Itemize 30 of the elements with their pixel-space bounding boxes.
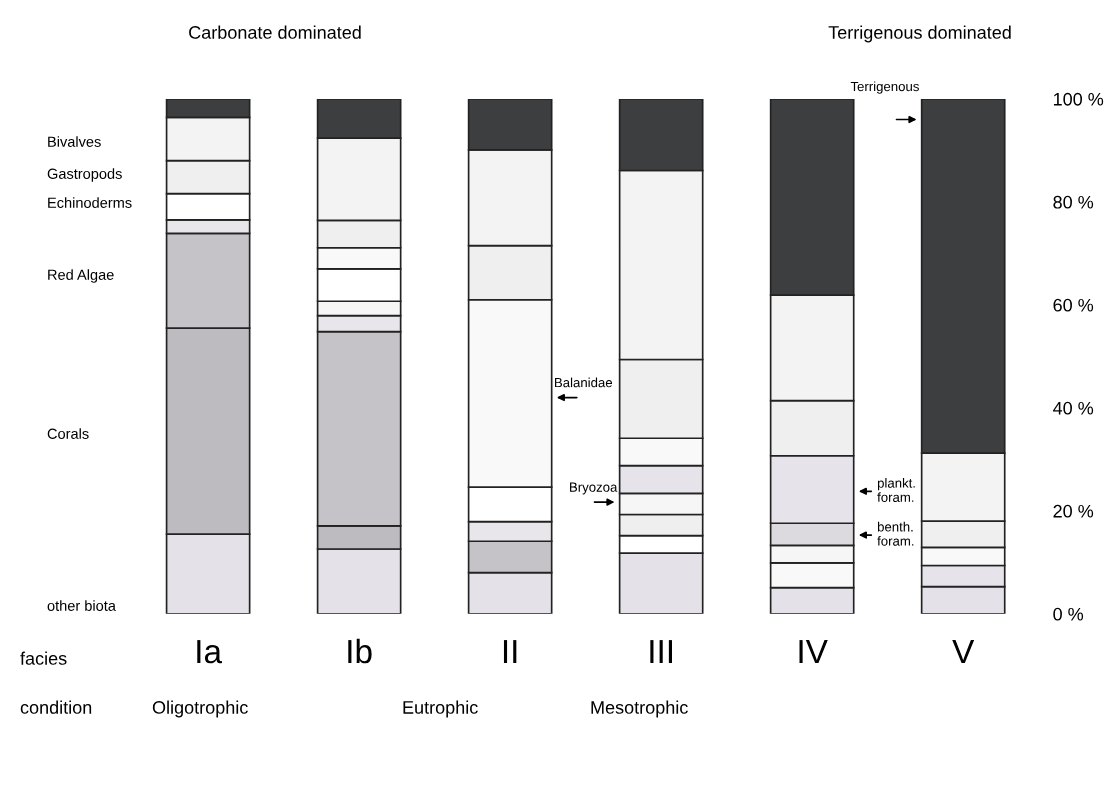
text: other biota xyxy=(47,600,116,611)
text: Eutrophic xyxy=(403,700,478,718)
text: Bivalves xyxy=(48,136,101,147)
annotation: Bryozoa xyxy=(570,482,618,495)
text: facies xyxy=(20,651,67,665)
annotation: benth. foram. xyxy=(877,521,914,546)
text: Carbonate dominated xyxy=(189,25,361,39)
text: Mesotrophic xyxy=(591,700,688,718)
text: condition xyxy=(20,700,92,714)
y-tick-label: 0 % xyxy=(1053,607,1084,621)
y-tick-label: 60 % xyxy=(1053,298,1094,312)
text: Oligotrophic xyxy=(152,700,248,718)
x-tick-label: II xyxy=(503,640,517,664)
x-tick-label: III xyxy=(650,640,672,664)
text: Gastropods xyxy=(47,168,122,182)
text: Terrigenous xyxy=(850,81,919,94)
x-tick-label: Ib xyxy=(348,638,372,664)
x-tick-label: Ia xyxy=(197,640,223,664)
y-tick-label: 20 % xyxy=(1053,504,1094,518)
x-tick-label: IV xyxy=(799,640,828,664)
annotation: Balanidae xyxy=(555,377,613,388)
annotation: plankt. foram. xyxy=(877,478,915,502)
y-tick-label: 80 % xyxy=(1053,195,1094,209)
text: Red Algae xyxy=(48,269,114,283)
text: Terrigenous dominated xyxy=(828,25,1011,43)
text: Echinoderms xyxy=(48,197,132,208)
x-tick-label: V xyxy=(952,640,975,664)
y-tick-label: 40 % xyxy=(1053,401,1094,415)
text: Corals xyxy=(47,428,89,439)
y-tick-label: 100 % xyxy=(1053,92,1104,106)
